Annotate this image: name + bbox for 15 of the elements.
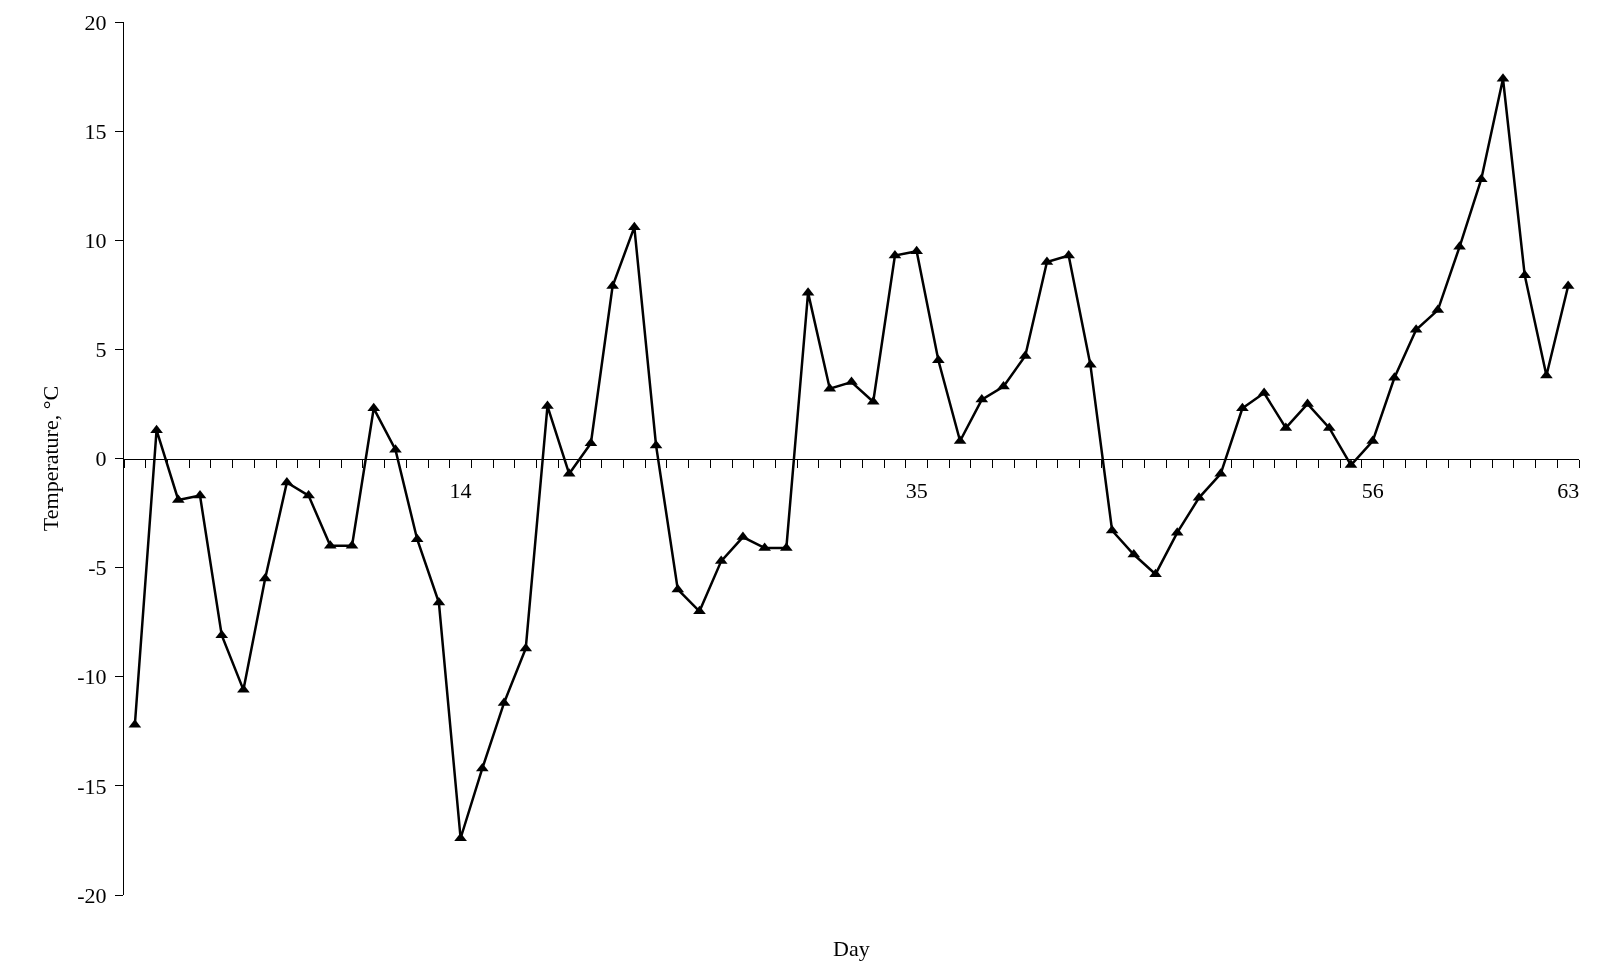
y-tick-label: 20 <box>84 9 107 35</box>
x-tick-label: 63 <box>1557 477 1580 503</box>
y-tick-label: 15 <box>84 118 107 144</box>
x-axis-title: Day <box>833 936 870 961</box>
y-tick-label: -20 <box>77 882 107 908</box>
y-tick-label: -10 <box>77 664 107 690</box>
x-tick-label: 35 <box>905 477 928 503</box>
y-tick-label: -5 <box>88 555 107 581</box>
x-tick-label: 56 <box>1361 477 1384 503</box>
y-tick-label: 5 <box>95 337 107 363</box>
y-tick-label: 10 <box>84 227 107 253</box>
y-axis-title: Temperature, °C <box>38 385 64 532</box>
y-tick-label: 0 <box>95 446 107 472</box>
x-tick-label: 14 <box>449 477 472 503</box>
y-tick-label: -15 <box>77 773 107 799</box>
